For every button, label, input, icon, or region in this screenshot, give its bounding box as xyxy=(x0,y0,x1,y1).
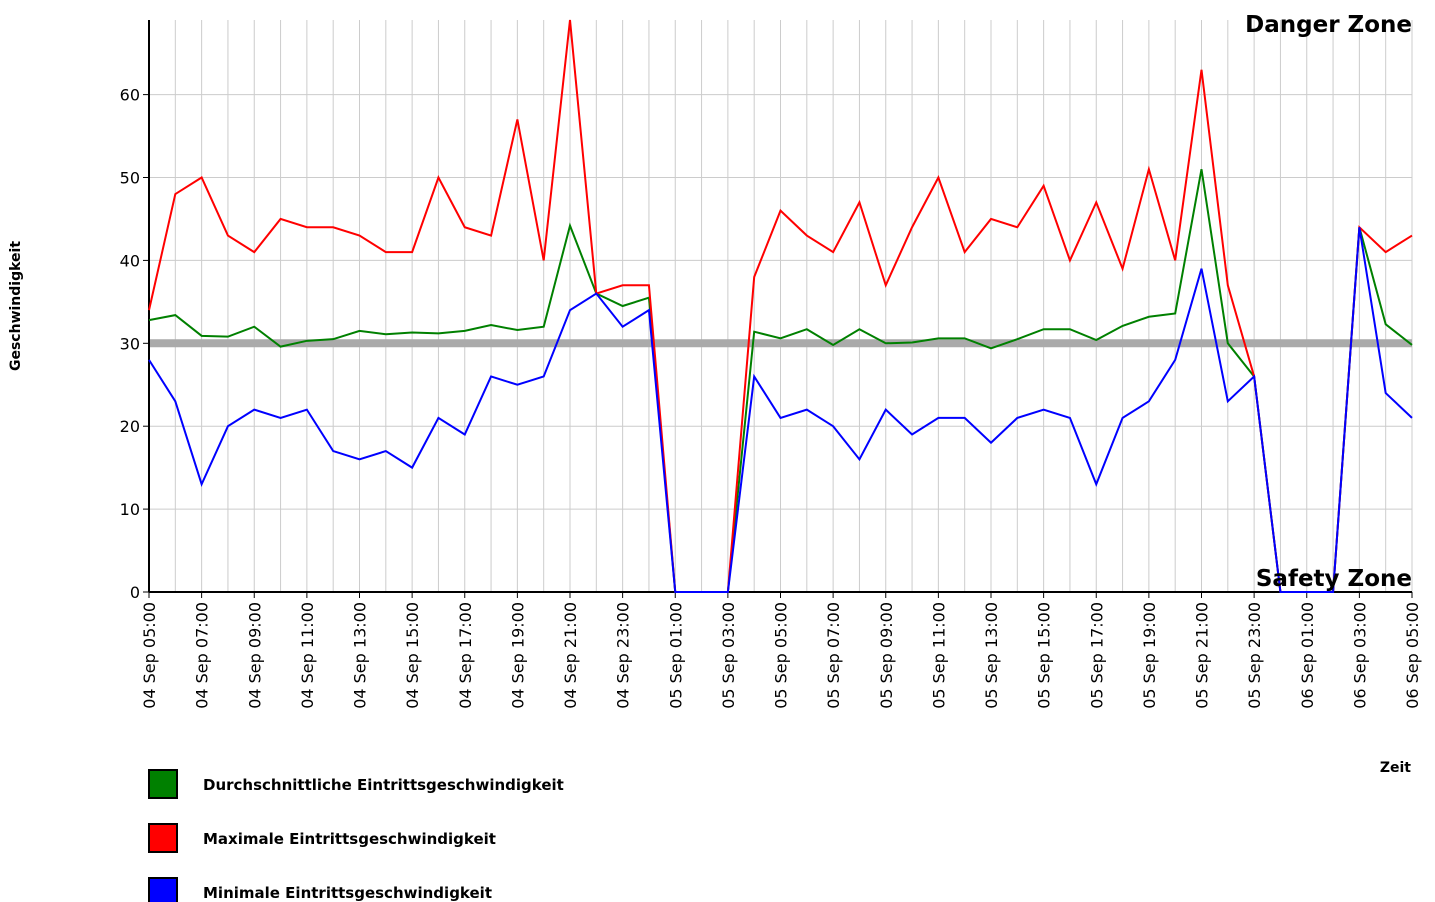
y-tick-label: 20 xyxy=(120,417,140,436)
x-tick-label: 04 Sep 21:00 xyxy=(561,602,580,709)
y-tick-label: 30 xyxy=(120,334,140,353)
x-tick-label: 04 Sep 15:00 xyxy=(403,602,422,709)
annotation: Safety Zone xyxy=(1256,566,1412,592)
x-tick-label: 05 Sep 21:00 xyxy=(1193,602,1212,709)
x-tick-label: 05 Sep 07:00 xyxy=(824,602,843,709)
x-tick-label: 05 Sep 05:00 xyxy=(772,602,791,709)
x-tick-label: 06 Sep 01:00 xyxy=(1298,602,1317,709)
y-tick-label: 40 xyxy=(120,251,140,270)
series-line xyxy=(148,169,1413,593)
y-tick-label: 60 xyxy=(120,86,140,105)
y-tick-label: 0 xyxy=(130,583,140,602)
x-tick-label: 05 Sep 19:00 xyxy=(1140,602,1159,709)
legend-swatch xyxy=(148,769,178,799)
x-tick-label: 05 Sep 17:00 xyxy=(1087,602,1106,709)
series-line xyxy=(148,227,1413,593)
x-tick-label: 04 Sep 17:00 xyxy=(456,602,475,709)
x-tick-label: 04 Sep 11:00 xyxy=(298,602,317,709)
y-axis-label: Geschwindigkeit xyxy=(8,241,24,371)
legend-swatch xyxy=(148,877,178,902)
x-tick-label: 05 Sep 03:00 xyxy=(719,602,738,709)
y-tick-label: 10 xyxy=(120,500,140,519)
x-tick-label: 04 Sep 07:00 xyxy=(193,602,212,709)
x-tick-label: 05 Sep 23:00 xyxy=(1245,602,1264,709)
x-tick-label: 04 Sep 05:00 xyxy=(140,602,159,709)
x-tick-label: 05 Sep 15:00 xyxy=(1035,602,1054,709)
x-tick-label: 05 Sep 11:00 xyxy=(929,602,948,709)
x-tick-label: 04 Sep 13:00 xyxy=(351,602,370,709)
series-line xyxy=(148,19,1413,593)
x-axis-label: Zeit xyxy=(1380,760,1411,776)
y-tick-label: 50 xyxy=(120,169,140,188)
legend-label: Maximale Eintrittsgeschwindigkeit xyxy=(203,830,496,848)
annotation: Danger Zone xyxy=(1245,12,1412,38)
legend-label: Minimale Eintrittsgeschwindigkeit xyxy=(203,884,492,902)
x-tick-label: 05 Sep 09:00 xyxy=(877,602,896,709)
legend-swatch xyxy=(148,823,178,853)
x-tick-label: 04 Sep 09:00 xyxy=(245,602,264,709)
x-tick-label: 06 Sep 05:00 xyxy=(1403,602,1422,709)
x-tick-label: 05 Sep 13:00 xyxy=(982,602,1001,709)
x-tick-label: 06 Sep 03:00 xyxy=(1350,602,1369,709)
x-tick-label: 05 Sep 01:00 xyxy=(666,602,685,709)
x-tick-label: 04 Sep 19:00 xyxy=(508,602,527,709)
legend-label: Durchschnittliche Eintrittsgeschwindigke… xyxy=(203,776,564,794)
x-tick-label: 04 Sep 23:00 xyxy=(614,602,633,709)
